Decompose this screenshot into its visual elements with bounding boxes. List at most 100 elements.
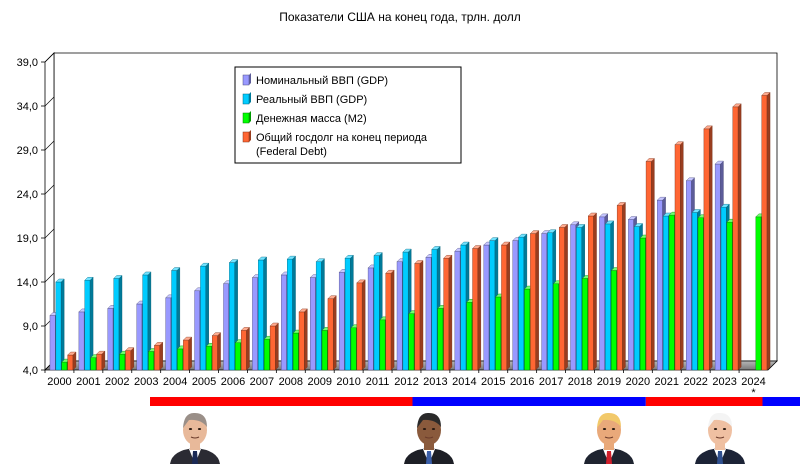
bar-4 [327,295,337,371]
x-tick-label: 2013 [423,376,447,388]
bar-top [570,221,580,226]
bar-4 [587,212,598,371]
bar-4 [732,103,742,371]
portrait-eye [188,428,193,430]
bar-front [281,274,287,371]
bar-front [524,288,530,371]
bar-front [223,283,229,371]
bar-side [564,223,568,371]
bar-2 [113,274,123,371]
legend-swatch-side [249,73,251,85]
bar-front [396,261,403,371]
bar-front [553,283,559,371]
bar-front [373,255,380,371]
x-tick-label: 2019 [597,376,621,388]
bar-front [720,206,727,371]
bar-front [662,215,669,371]
x-tick-label: 2014 [452,376,476,388]
bar-front [466,302,473,371]
bar-front [755,216,762,371]
bar-top [575,224,586,228]
bar-4 [269,322,279,371]
bar-front [212,335,218,371]
bar-top [529,230,540,234]
portrait-hair [183,412,207,428]
bar-front [90,357,97,371]
term-segment-3 [645,397,763,406]
portrait-3 [582,408,636,464]
bar-front [611,270,617,371]
x-tick-label: 2001 [76,376,100,388]
bar-front [489,240,496,371]
bar-top [385,270,395,274]
bar-4 [153,341,164,371]
legend-label: (Federal Debt) [256,146,327,158]
y-tick-label: 29,0 [17,145,38,157]
portrait-1 [168,408,222,464]
portrait-eye [611,428,616,430]
bar-top [373,252,383,256]
bar-front [194,290,201,371]
portrait-eye [602,428,607,430]
bar-front [645,161,652,371]
portrait-mouth [190,436,200,439]
bar-4 [125,347,135,371]
portrait-eye [431,428,436,430]
bar-top [113,275,123,279]
bar-front [96,353,103,371]
bar-4 [298,308,308,371]
bar-side [246,326,250,371]
y-tick-mark-depth [44,272,55,283]
bar-front [292,332,299,371]
bar-top [356,279,366,284]
bar-front [356,282,363,371]
legend-swatch-side [249,111,251,123]
bar-side [333,295,337,371]
portrait-hair [597,412,621,428]
bar-top [96,350,106,355]
bar-front [287,258,293,371]
legend-swatch-4 [242,130,251,143]
legend-label: Номинальный ВВП (GDP) [256,75,388,87]
portrait-hair [417,412,441,428]
bar-top [761,92,771,96]
bar-front [495,296,502,371]
bar-front [49,315,56,371]
bar-front [634,226,640,371]
legend-swatch-front [242,112,250,124]
bar-front [472,248,479,371]
bar-side [390,269,395,371]
portrait-eye [713,428,718,430]
y-tick-label: 9,0 [23,321,38,333]
bar-4 [385,269,395,371]
bar-top [720,203,730,208]
bar-top [402,248,412,253]
bar-front [697,217,704,371]
bar-top [67,351,77,356]
bar-front [235,342,241,371]
y-tick-label: 19,0 [17,233,38,245]
bar-front [252,277,258,371]
bar-front [691,212,698,371]
portrait-mouth [604,436,614,439]
bar-front [408,313,415,371]
bar-front [414,263,421,371]
bar-top [489,237,499,241]
bar-front [541,233,548,371]
bar-front [431,249,438,371]
bar-top [153,342,164,346]
bar-front [142,274,149,371]
bar-4 [674,141,684,371]
bar-4 [414,260,424,371]
y-tick-label: 24,0 [17,189,38,201]
bar-top [257,256,268,261]
portrait-mouth [715,436,725,439]
bar-front [547,232,554,371]
legend-label: Реальный ВВП (GDP) [256,94,367,106]
bar-front [628,219,634,371]
x-tick-label: 2002 [105,376,129,388]
bar-front [385,273,392,371]
portrait-eye [422,428,427,430]
bar-top [616,202,626,206]
bar-front [240,330,247,371]
